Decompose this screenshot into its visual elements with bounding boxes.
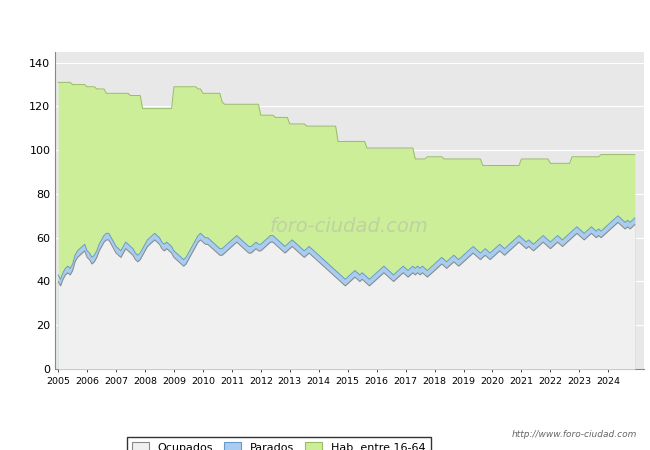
Text: foro-ciudad.com: foro-ciudad.com — [270, 217, 429, 236]
Text: Ujué - Evolucion de la poblacion en edad de Trabajar Noviembre de 2024: Ujué - Evolucion de la poblacion en edad… — [75, 17, 575, 32]
Text: http://www.foro-ciudad.com: http://www.foro-ciudad.com — [512, 430, 637, 439]
Legend: Ocupados, Parados, Hab. entre 16-64: Ocupados, Parados, Hab. entre 16-64 — [127, 437, 431, 450]
